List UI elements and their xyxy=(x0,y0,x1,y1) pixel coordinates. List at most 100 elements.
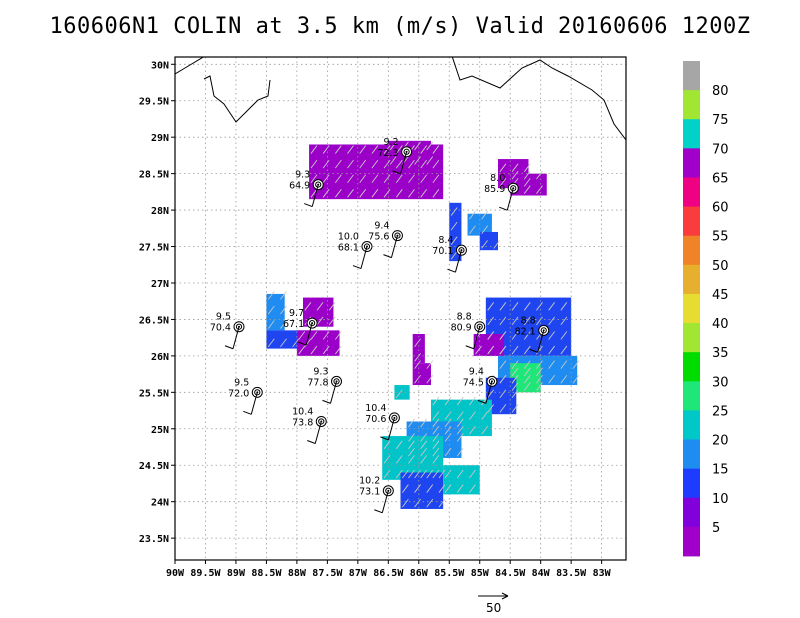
reference-arrow-head xyxy=(501,592,509,600)
wind-arrow xyxy=(572,374,580,384)
wind-arrow xyxy=(499,374,507,384)
wind-arrow xyxy=(511,316,519,326)
wind-arrow xyxy=(395,440,403,450)
station-pressure-label: 67.1 xyxy=(283,319,304,330)
wind-arrow xyxy=(499,404,507,413)
colorbar-segment xyxy=(683,148,700,178)
wind-arrow xyxy=(432,469,440,479)
wind-arrow xyxy=(395,389,403,399)
wind-arrow xyxy=(456,469,464,479)
colorbar-label: 40 xyxy=(712,317,729,332)
wind-arrow xyxy=(426,156,434,165)
wind-arrow xyxy=(267,305,275,315)
wind-arrow xyxy=(511,389,519,399)
wind-arrow xyxy=(523,316,531,326)
wind-arrow xyxy=(395,174,403,184)
wind-arrow xyxy=(408,433,415,442)
wind-arrow xyxy=(426,484,434,493)
wind-arrow xyxy=(475,345,482,355)
station-inner-ring xyxy=(458,247,465,254)
wind-vector-layer xyxy=(267,141,580,508)
wind-arrow xyxy=(456,433,464,442)
wind-arrow xyxy=(450,221,458,231)
lon-tick-label: 90W xyxy=(166,568,185,579)
wind-arrow xyxy=(499,163,507,173)
station-inner-ring xyxy=(385,487,392,494)
wind-barb xyxy=(392,151,408,175)
lat-tick-label: 30N xyxy=(151,60,169,71)
wind-arrow xyxy=(487,302,495,311)
wind-arrow xyxy=(523,382,531,391)
colorbar-segment xyxy=(683,468,700,499)
wind-arrow xyxy=(395,455,403,464)
coastline-path-east xyxy=(451,57,626,141)
wind-arrow xyxy=(536,360,543,369)
lon-tick-label: 83W xyxy=(593,568,612,579)
wind-arrow xyxy=(438,484,446,493)
lat-tick-label: 26.5N xyxy=(139,315,169,326)
wind-arrow xyxy=(298,345,306,355)
wind-arrow xyxy=(310,345,318,355)
wind-arrow xyxy=(322,174,330,184)
wind-arrow xyxy=(408,447,415,457)
colorbar-label: 15 xyxy=(712,463,729,478)
wind-arrow xyxy=(499,178,507,187)
wind-arrow xyxy=(432,189,440,198)
station-marker: 9.364.9 xyxy=(289,170,324,208)
colorbar-label: 45 xyxy=(712,288,729,303)
wind-arrow xyxy=(414,360,421,369)
wind-arrow xyxy=(523,302,531,311)
wind-arrow xyxy=(280,338,287,348)
station-marker: 9.377.8 xyxy=(307,366,343,404)
wind-arrow xyxy=(432,455,440,464)
wind-barb xyxy=(297,322,313,346)
wind-arrow xyxy=(347,174,354,184)
observation-stations: 9.272.39.364.98.085.99.475.610.068.18.47… xyxy=(210,137,550,514)
wind-arrow xyxy=(499,360,507,369)
wind-arrow xyxy=(328,302,336,311)
wind-arrow xyxy=(487,404,495,413)
wind-arrow xyxy=(481,411,488,420)
lat-tick-label: 24.5N xyxy=(139,461,169,472)
colorbar-label: 25 xyxy=(712,404,729,419)
wind-arrow xyxy=(322,145,330,154)
wind-arrow xyxy=(420,447,428,457)
station-pressure-label: 82.1 xyxy=(515,326,536,337)
wind-arrow xyxy=(371,174,379,184)
wind-arrow xyxy=(347,189,354,198)
wind-arrow xyxy=(487,389,495,399)
wind-arrow xyxy=(548,331,556,340)
wind-arrow xyxy=(426,469,434,479)
wind-arrow xyxy=(560,302,568,311)
wind-barb xyxy=(447,250,462,273)
wind-arrow xyxy=(456,396,464,406)
colorbar-segment xyxy=(683,264,700,295)
wind-arrow xyxy=(469,484,476,493)
wind-arrow xyxy=(420,174,428,184)
wind-arrow xyxy=(511,367,519,377)
wind-arrow xyxy=(298,331,306,340)
wind-barb xyxy=(322,381,337,404)
wind-arrow xyxy=(536,382,543,391)
lat-tick-label: 27N xyxy=(151,279,169,290)
wind-arrow xyxy=(408,159,415,169)
wind-arrow xyxy=(444,447,452,457)
station-marker: 9.572.0 xyxy=(228,377,263,415)
wind-arrow xyxy=(426,360,434,369)
wind-arrow xyxy=(560,345,568,355)
wind-arrow xyxy=(432,145,440,154)
wind-barb xyxy=(243,392,258,415)
colorbar-segment xyxy=(683,119,700,149)
wind-arrow xyxy=(383,469,391,479)
station-pressure-label: 70.1 xyxy=(432,246,453,257)
wind-arrow xyxy=(280,291,287,300)
wind-arrow xyxy=(511,345,519,355)
wind-arrow xyxy=(432,425,440,435)
station-speed-label: 9.2 xyxy=(383,137,398,148)
colorbar-label: 30 xyxy=(712,375,729,390)
station-marker: 8.880.9 xyxy=(451,312,486,350)
wind-arrow xyxy=(371,159,379,169)
wind-arrow xyxy=(267,291,275,300)
station-speed-label: 9.3 xyxy=(295,170,310,181)
station-speed-label: 9.3 xyxy=(313,366,328,377)
